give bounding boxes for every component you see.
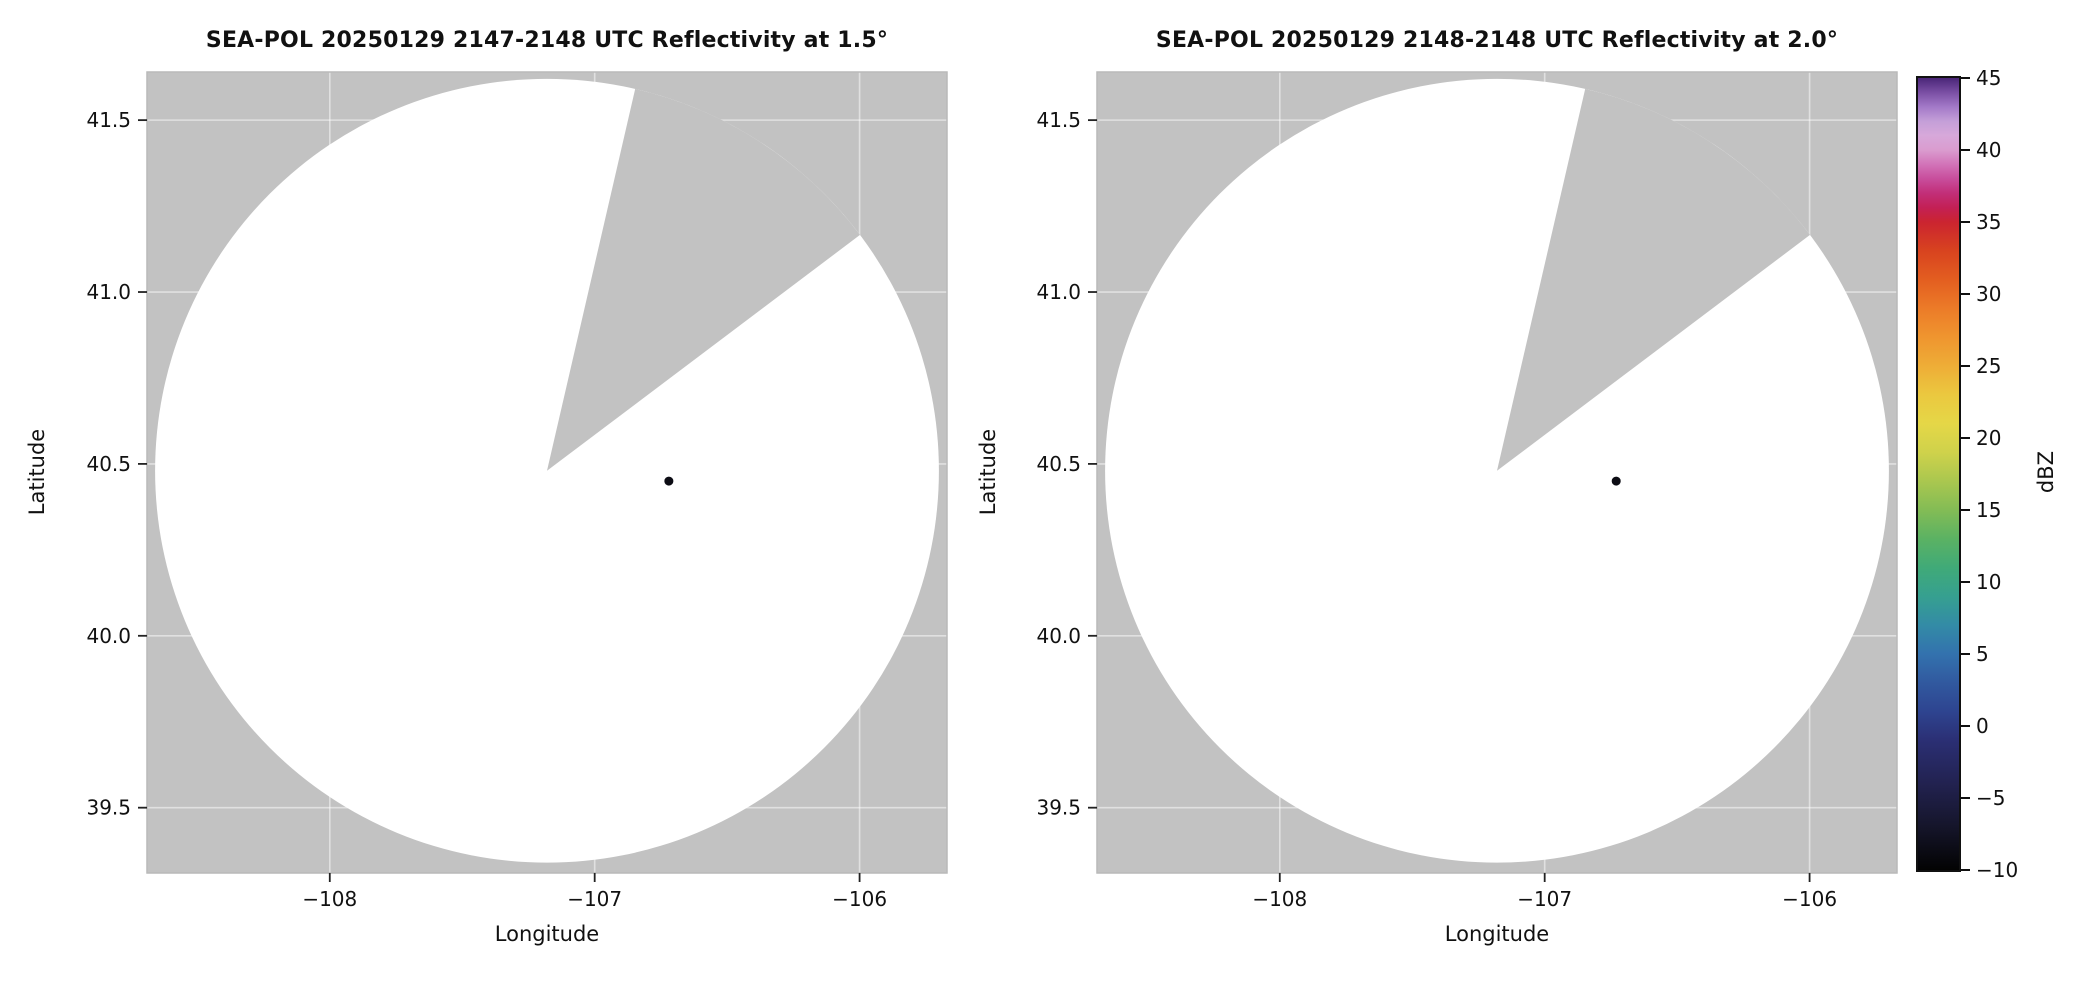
echo-point (1611, 476, 1621, 486)
colorbar-label: dBZ (2034, 450, 2058, 494)
x-tick-label: −106 (832, 887, 887, 911)
panel1-plot: −108 −107 −106 39.5 40.0 40.5 41.0 41.5 (86, 71, 948, 911)
colorbar-tick-label: −5 (1976, 786, 2006, 810)
y-tick-label: 41.0 (86, 280, 131, 304)
y-tick-label: 39.5 (1036, 796, 1081, 820)
colorbar-tick-label: 10 (1976, 570, 2002, 594)
colorbar-tick-label: 5 (1976, 642, 1989, 666)
y-tick-label: 40.5 (86, 452, 131, 476)
colorbar-tick-label: 30 (1976, 282, 2002, 306)
colorbar-gradient (1916, 76, 1961, 872)
colorbar-tick (1961, 149, 1970, 151)
x-tick-label: −107 (1517, 887, 1572, 911)
panel1-xaxis-label: Longitude (494, 922, 600, 946)
x-tick-label: −108 (302, 887, 357, 911)
colorbar-tick (1961, 365, 1970, 367)
y-tick-label: 40.0 (86, 624, 131, 648)
colorbar-tick-label: 25 (1976, 354, 2002, 378)
colorbar-tick-label: 20 (1976, 426, 2002, 450)
colorbar-tick (1961, 77, 1970, 79)
panel2-xaxis-label: Longitude (1444, 922, 1550, 946)
colorbar-tick-label: 15 (1976, 498, 2002, 522)
panel-frame (146, 71, 948, 874)
colorbar-tick (1961, 581, 1970, 583)
colorbar-tick-label: 35 (1976, 210, 2002, 234)
panel1-yaxis-label: Latitude (25, 428, 49, 516)
colorbar-tick (1961, 653, 1970, 655)
colorbar-tick-label: −10 (1976, 858, 2019, 882)
panel2-plot: −108 −107 −106 39.5 40.0 40.5 41.0 41.5 (1036, 71, 1898, 911)
panel2-title: SEA-POL 20250129 2148-2148 UTC Reflectiv… (1155, 28, 1839, 53)
colorbar-tick (1961, 437, 1970, 439)
y-tick-label: 40.5 (1036, 452, 1081, 476)
colorbar-tick-label: 40 (1976, 138, 2002, 162)
panel1-title: SEA-POL 20250129 2147-2148 UTC Reflectiv… (205, 28, 889, 53)
y-tick-label: 41.5 (86, 108, 131, 132)
colorbar-tick (1961, 509, 1970, 511)
colorbar-tick-label: 45 (1976, 66, 2002, 90)
colorbar-tick (1961, 725, 1970, 727)
x-tick-label: −108 (1252, 887, 1307, 911)
x-tick-label: −106 (1782, 887, 1837, 911)
colorbar-tick-label: 0 (1976, 714, 1989, 738)
colorbar-tick (1961, 221, 1970, 223)
x-tick-label: −107 (567, 887, 622, 911)
missing-sector-wedge (1497, 88, 1810, 471)
panel2-yaxis-label: Latitude (976, 428, 1000, 516)
colorbar-tick (1961, 869, 1970, 871)
echo-point (664, 476, 674, 486)
colorbar-tick (1961, 797, 1970, 799)
missing-sector-wedge (547, 88, 860, 471)
y-tick-label: 41.5 (1036, 108, 1081, 132)
panel-frame (1096, 71, 1898, 874)
colorbar-tick (1961, 293, 1970, 295)
y-tick-label: 41.0 (1036, 280, 1081, 304)
y-tick-label: 40.0 (1036, 624, 1081, 648)
y-tick-label: 39.5 (86, 796, 131, 820)
